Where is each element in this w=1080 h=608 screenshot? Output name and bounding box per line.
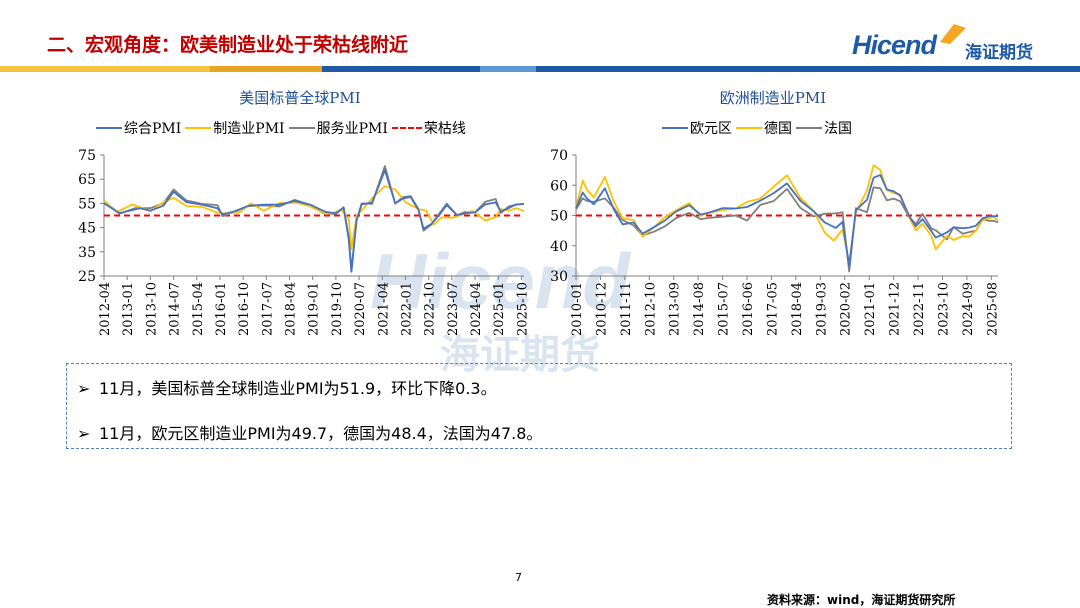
x-tick-label: 2013-01: [121, 282, 136, 336]
x-tick-label: 2025-10: [515, 282, 530, 336]
summary-box: ➢ 11月，美国标普全球制造业PMI为51.9，环比下降0.3。 ➢ 11月，欧元区…: [66, 363, 1012, 449]
y-tick-label: 55: [78, 196, 96, 212]
us-chart-title: 美国标普全球PMI: [239, 89, 361, 107]
x-tick-label: 2021-04: [376, 282, 391, 336]
x-tick-label: 2024-04: [469, 282, 484, 336]
x-tick-label: 2016-01: [214, 282, 229, 336]
y-tick-label: 60: [550, 178, 568, 194]
logo-wing-icon: [940, 24, 966, 44]
y-tick-label: 35: [78, 245, 96, 261]
logo-text-en: Hicend: [852, 30, 937, 60]
legend-label: 法国: [824, 121, 852, 137]
summary-bullet: ➢ 11月，美国标普全球制造业PMI为51.9，环比下降0.3。: [77, 375, 497, 399]
page-number: 7: [515, 571, 522, 584]
x-tick-label: 2022-10: [423, 282, 438, 336]
summary-bullet: ➢ 11月，欧元区制造业PMI为49.7，德国为48.4，法国为47.8。: [77, 420, 542, 444]
x-tick-label: 2017-05: [765, 282, 780, 336]
legend-label: 服务业PMI: [316, 121, 388, 137]
legend-item: 德国: [736, 118, 792, 138]
series-line: [575, 164, 999, 264]
us-pmi-chart: 25 35 45 55 65 75 2012-04 2013-01 2013-10 2014-07…: [78, 148, 530, 336]
x-tick-label: 2013-10: [144, 282, 159, 336]
us-chart-legend: 综合PMI 制造业PMI 服务业PMI 荣枯线: [96, 118, 470, 138]
x-tick-label: 2016-06: [741, 282, 756, 336]
legend-label: 制造业PMI: [213, 121, 285, 137]
y-tick-label: 75: [78, 148, 96, 164]
x-tick-label: 2025-01: [492, 282, 507, 336]
data-source: 资料来源：wind，海证期货研究所: [767, 593, 956, 607]
x-tick-label: 2018-04: [790, 282, 805, 336]
x-tick-label: 2020-02: [839, 282, 854, 336]
legend-label: 欧元区: [690, 121, 732, 137]
legend-item: 法国: [796, 118, 852, 138]
x-tick-label: 2012-10: [643, 282, 658, 336]
series-line: [103, 169, 525, 273]
bullet-text: 11月，欧元区制造业PMI为49.7，德国为48.4，法国为47.8。: [99, 424, 543, 443]
x-tick-label: 2022-11: [912, 282, 927, 336]
y-tick-label: 40: [550, 239, 568, 255]
x-tick-label: 2017-07: [260, 282, 275, 336]
series-line: [575, 174, 999, 267]
x-tick-label: 2010-12: [594, 282, 609, 336]
series-line: [103, 185, 525, 251]
x-tick-label: 2023-10: [936, 282, 951, 336]
header-band-segment: [536, 66, 1080, 72]
x-tick-label: 2015-07: [717, 282, 732, 336]
header-band-segment: [0, 66, 210, 72]
legend-item: 综合PMI: [96, 118, 181, 138]
x-tick-label: 2019-01: [307, 282, 322, 336]
x-tick-label: 2025-08: [985, 282, 1000, 336]
x-tick-label: 2020-07: [353, 282, 368, 336]
x-tick-label: 2014-07: [168, 282, 183, 336]
y-tick-label: 45: [78, 221, 96, 237]
page-title: 二、宏观角度：欧美制造业处于荣枯线附近: [47, 34, 409, 56]
legend-item: 制造业PMI: [185, 118, 285, 138]
y-tick-label: 70: [550, 148, 568, 164]
x-tick-label: 2015-04: [191, 282, 206, 336]
x-tick-label: 2019-10: [330, 282, 345, 336]
x-tick-label: 2016-10: [237, 282, 252, 336]
header-band-segment: [322, 66, 480, 72]
legend-item: 服务业PMI: [288, 118, 388, 138]
legend-label: 荣枯线: [423, 121, 466, 137]
legend-label: 德国: [764, 121, 792, 137]
x-tick-label: 2019-03: [814, 282, 829, 336]
header-band-segment: [210, 66, 322, 72]
y-tick-label: 65: [78, 172, 96, 188]
x-tick-label: 2024-09: [961, 282, 976, 336]
bullet-text: 11月，美国标普全球制造业PMI为51.9，环比下降0.3。: [99, 379, 497, 398]
x-tick-label: 2021-01: [863, 282, 878, 336]
legend-item: 欧元区: [662, 118, 732, 138]
legend-item: 荣枯线: [391, 118, 466, 138]
x-tick-label: 2011-11: [619, 282, 634, 336]
x-tick-label: 2018-04: [284, 282, 299, 336]
bullet-arrow-icon: ➢: [77, 379, 91, 398]
x-tick-label: 2014-08: [692, 282, 707, 336]
y-tick-label: 30: [550, 269, 568, 285]
x-tick-label: 2010-01: [570, 282, 585, 336]
x-tick-label: 2022-01: [399, 282, 414, 336]
eu-pmi-chart: 30 40 50 60 70 2010-01 2010-12 2011-11 2012-10 20…: [550, 148, 1000, 336]
legend-label: 综合PMI: [124, 121, 182, 137]
logo-text-cn: 海证期货: [965, 43, 1033, 63]
y-tick-label: 25: [78, 269, 96, 285]
bullet-arrow-icon: ➢: [77, 424, 91, 443]
series-line: [103, 165, 525, 273]
eu-chart-legend: 欧元区 德国 法国: [662, 118, 856, 138]
header-band-segment: [480, 66, 536, 72]
x-tick-label: 2012-04: [98, 282, 113, 336]
x-tick-label: 2013-09: [668, 282, 683, 336]
x-tick-label: 2023-07: [446, 282, 461, 336]
eu-chart-title: 欧洲制造业PMI: [719, 89, 827, 107]
x-tick-label: 2021-12: [888, 282, 903, 336]
y-tick-label: 50: [550, 209, 568, 225]
